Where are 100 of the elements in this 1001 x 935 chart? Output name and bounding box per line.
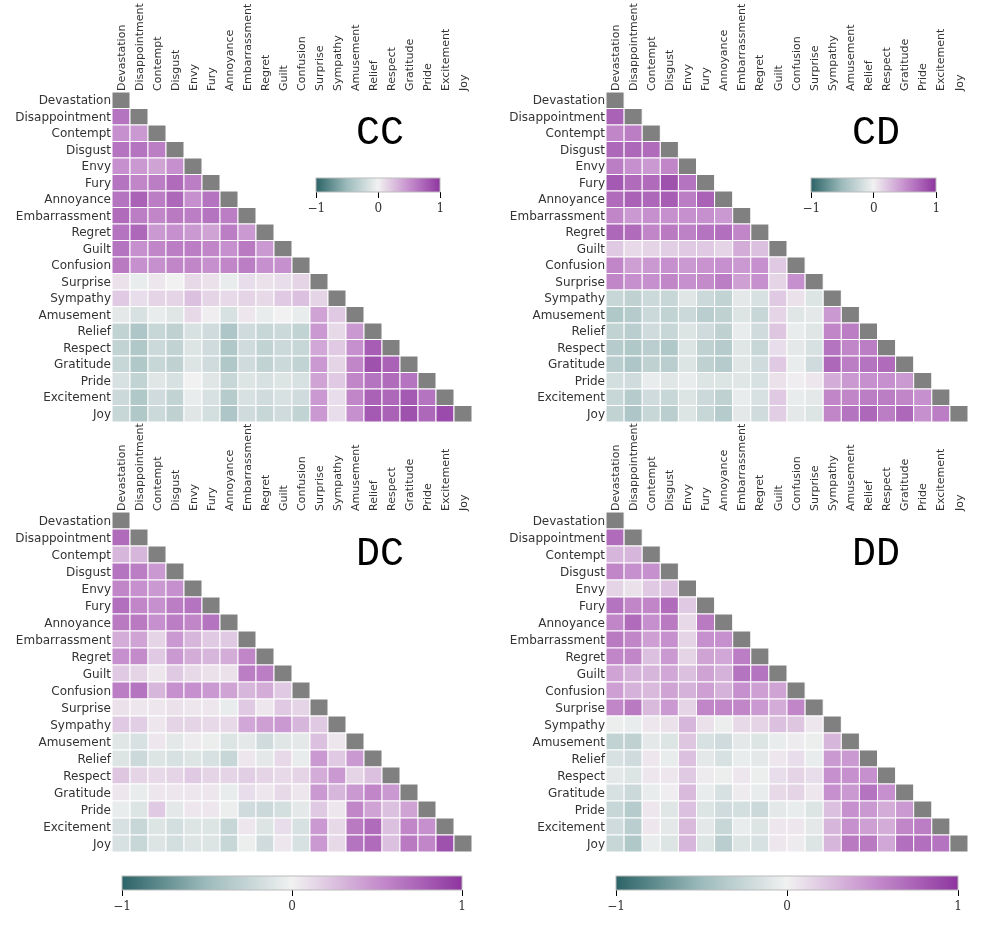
y-tick-label: Amusement bbox=[38, 307, 112, 322]
x-tick-label: Annoyance bbox=[717, 449, 731, 511]
x-tick-label: Excitement bbox=[934, 28, 948, 91]
x-tick-label: Contempt bbox=[644, 455, 658, 511]
x-tick-label: Guilt bbox=[771, 64, 785, 91]
y-tick-label: Guilt bbox=[576, 241, 606, 256]
x-tick-label: Respect bbox=[880, 466, 894, 511]
x-tick-label: Disgust bbox=[662, 469, 676, 511]
y-tick-label: Embarrassment bbox=[15, 632, 112, 647]
x-tick-label: Confusion bbox=[789, 456, 803, 511]
x-tick-label: Confusion bbox=[294, 456, 308, 511]
color-bar-label: 1 bbox=[954, 899, 962, 914]
y-tick-label: Gratitude bbox=[54, 357, 111, 372]
y-tick-label: Pride bbox=[574, 802, 605, 817]
x-tick-label: Pride bbox=[916, 63, 930, 91]
y-tick-label: Guilt bbox=[82, 666, 112, 681]
x-tick-label: Disgust bbox=[168, 49, 182, 91]
color-bar-label: 0 bbox=[288, 899, 296, 914]
x-tick-label: Envy bbox=[681, 483, 695, 511]
x-tick-label: Respect bbox=[880, 46, 894, 91]
y-tick-label: Surprise bbox=[61, 700, 111, 715]
x-tick-label: Regret bbox=[753, 54, 767, 91]
y-tick-label: Surprise bbox=[555, 274, 605, 289]
x-tick-label: Annoyance bbox=[222, 449, 236, 511]
x-tick-label: Embarrassment bbox=[735, 423, 749, 511]
y-tick-label: Joy bbox=[92, 406, 111, 421]
y-tick-label: Amusement bbox=[532, 307, 606, 322]
x-tick-label: Regret bbox=[753, 474, 767, 511]
x-tick-label: Sympathy bbox=[330, 34, 344, 91]
y-tick-label: Contempt bbox=[545, 547, 606, 562]
y-tick-label: Annoyance bbox=[538, 615, 605, 630]
x-tick-label: Respect bbox=[384, 466, 398, 511]
y-tick-label: Embarrassment bbox=[15, 208, 112, 223]
text: DD bbox=[852, 532, 901, 577]
y-tick-label: Surprise bbox=[555, 700, 605, 715]
color-bar-label: 0 bbox=[870, 201, 878, 216]
y-tick-label: Confusion bbox=[51, 683, 111, 698]
y-tick-label: Devastation bbox=[532, 93, 605, 108]
x-tick-label: Joy bbox=[952, 74, 966, 92]
y-tick-label: Respect bbox=[63, 340, 112, 355]
x-tick-label: Pride bbox=[420, 483, 434, 511]
color-bar-label: 1 bbox=[436, 201, 445, 216]
text: CD bbox=[852, 111, 901, 156]
x-tick-label: Fury bbox=[699, 66, 713, 91]
y-tick-label: Guilt bbox=[82, 241, 112, 256]
y-tick-label: Disgust bbox=[65, 564, 112, 579]
x-tick-label: Guilt bbox=[771, 484, 785, 511]
x-tick-label: Annoyance bbox=[222, 29, 236, 91]
y-tick-label: Joy bbox=[586, 836, 605, 851]
x-tick-label: Excitement bbox=[438, 448, 452, 511]
y-tick-label: Confusion bbox=[545, 258, 605, 273]
color-bar-label: 1 bbox=[932, 201, 941, 216]
y-tick-label: Relief bbox=[77, 324, 112, 339]
color-bar-label: 0 bbox=[374, 201, 383, 216]
x-tick-label: Contempt bbox=[644, 35, 658, 91]
x-tick-label: Amusement bbox=[348, 23, 362, 91]
y-tick-label: Envy bbox=[81, 159, 111, 174]
x-tick-label: Annoyance bbox=[717, 29, 731, 91]
y-tick-label: Amusement bbox=[38, 734, 112, 749]
x-tick-label: Relief bbox=[366, 479, 380, 511]
x-tick-label: Embarrassment bbox=[735, 3, 749, 91]
x-tick-label: Envy bbox=[186, 63, 200, 91]
y-tick-label: Excitement bbox=[537, 390, 606, 405]
x-tick-label: Envy bbox=[681, 63, 695, 91]
y-tick-label: Contempt bbox=[51, 547, 112, 562]
y-tick-label: Disgust bbox=[559, 142, 606, 157]
y-tick-label: Confusion bbox=[51, 258, 111, 273]
color-bar-label: 1 bbox=[458, 899, 466, 914]
x-tick-label: Joy bbox=[952, 494, 966, 512]
y-tick-label: Sympathy bbox=[50, 717, 111, 732]
x-tick-label: Excitement bbox=[934, 448, 948, 511]
y-tick-label: Devastation bbox=[38, 513, 111, 528]
text: CC bbox=[356, 111, 405, 156]
x-tick-label: Relief bbox=[862, 479, 876, 511]
y-tick-label: Pride bbox=[80, 373, 111, 388]
color-bar-label: −1 bbox=[307, 201, 326, 216]
x-tick-label: Envy bbox=[186, 483, 200, 511]
x-tick-label: Fury bbox=[204, 486, 218, 511]
x-tick-label: Amusement bbox=[348, 443, 362, 511]
y-tick-label: Fury bbox=[85, 175, 111, 190]
x-tick-label: Contempt bbox=[150, 455, 164, 511]
x-tick-label: Gratitude bbox=[402, 38, 416, 91]
y-tick-label: Respect bbox=[63, 768, 112, 783]
y-tick-label: Embarrassment bbox=[509, 632, 606, 647]
y-tick-label: Sympathy bbox=[50, 291, 111, 306]
y-tick-label: Regret bbox=[565, 225, 606, 240]
y-tick-label: Sympathy bbox=[544, 291, 605, 306]
y-tick-label: Pride bbox=[574, 373, 605, 388]
x-tick-label: Amusement bbox=[843, 443, 857, 511]
x-tick-label: Sympathy bbox=[825, 34, 839, 91]
y-tick-label: Relief bbox=[571, 751, 606, 766]
y-tick-label: Regret bbox=[71, 225, 112, 240]
x-tick-label: Disgust bbox=[662, 49, 676, 91]
y-tick-label: Gratitude bbox=[548, 357, 605, 372]
x-tick-label: Gratitude bbox=[402, 458, 416, 511]
x-tick-label: Amusement bbox=[843, 23, 857, 91]
x-tick-label: Excitement bbox=[438, 28, 452, 91]
x-tick-label: Disgust bbox=[168, 469, 182, 511]
x-tick-label: Sympathy bbox=[330, 454, 344, 511]
y-tick-label: Guilt bbox=[576, 666, 606, 681]
